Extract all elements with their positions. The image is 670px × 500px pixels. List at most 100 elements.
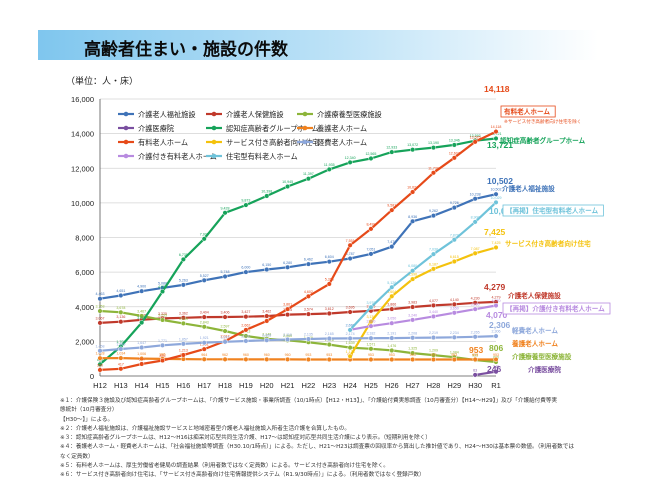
data-point-gh — [389, 149, 395, 155]
data-label-tokuyo: 10,502 — [491, 188, 502, 192]
data-point-keihi — [326, 335, 332, 342]
data-point-yogo — [389, 356, 395, 363]
legend-marker-saju — [211, 139, 217, 145]
data-label-yuryo: 14,118 — [491, 125, 502, 129]
data-point-ryoyo — [410, 350, 416, 356]
data-point-gh — [97, 361, 103, 367]
data-label-ryoyo: 3,678 — [116, 306, 125, 310]
data-label-saju: 4,604 — [387, 290, 396, 294]
x-tick-label: H21 — [281, 381, 295, 390]
legend-label-ryoyo: 介護療養型医療施設 — [317, 110, 382, 119]
data-point-tokuyo — [493, 191, 499, 197]
end-label-yuryo: 有料老人ホーム — [504, 107, 550, 116]
data-point-roken — [222, 314, 228, 320]
data-label-roken: 3,612 — [325, 307, 334, 311]
data-point-roken — [347, 309, 353, 315]
data-label-ryoyo: 2,843 — [200, 320, 209, 324]
data-label-ryoyo: 1,209 — [429, 349, 438, 353]
data-label-keihi: 2,023 — [241, 334, 250, 338]
data-point-keihi — [97, 348, 103, 354]
series-line-yogo — [99, 357, 496, 361]
data-point-yuryo_saju — [451, 310, 457, 316]
legend-label-yuryo: 有料老人ホーム — [138, 138, 188, 147]
data-label-yuryo: 694 — [139, 357, 145, 361]
data-label-ryoyo: 1,084 — [450, 351, 459, 355]
data-point-yuryo — [410, 189, 416, 195]
data-label-ryoyo: 1,571 — [366, 342, 375, 346]
footnotes: ※１：介護保険３施設及び認知症高齢者グループホームは、「介護サービス施設・事業所… — [60, 397, 630, 481]
data-label-ryoyo: 2,060 — [283, 334, 292, 338]
data-point-gh — [264, 193, 270, 199]
x-tick-label: H30 — [468, 381, 482, 390]
legend-marker-jutaku — [211, 153, 217, 159]
y-tick-label: 12,000 — [71, 164, 94, 173]
data-label-ryoyo: 3,235 — [158, 313, 167, 317]
x-tick-label: H20 — [260, 381, 274, 390]
series-line-keihi — [99, 335, 497, 352]
data-point-roken — [180, 315, 186, 321]
data-label-roken: 3,067 — [96, 316, 105, 320]
data-label-jutaku: 3,970 — [366, 301, 375, 305]
data-point-keihi — [430, 335, 437, 341]
data-point-roken — [264, 313, 270, 319]
data-label-yuryo_saju: 3,440 — [429, 310, 438, 314]
data-label-keihi: 2,219 — [429, 331, 438, 335]
x-tick-label: H15 — [156, 381, 170, 390]
data-label-iryoin: 246 — [493, 365, 499, 369]
x-axis-ticks: H12 H13 H14 H15 H16 H17 H18 H19 H20 H21 H22 H23 H24 H… — [93, 381, 501, 390]
data-point-gh — [159, 288, 166, 295]
data-label-yogo: 953 — [493, 353, 499, 357]
y-tick-label: 10,000 — [71, 199, 94, 208]
data-label-yuryo: 3,861 — [283, 303, 292, 307]
data-label-gh: 9,428 — [221, 206, 230, 210]
end-label-keihi: 軽費老人ホーム — [512, 326, 558, 335]
data-label-roken: 3,136 — [116, 315, 125, 319]
data-label-gh: 3,084 — [137, 316, 146, 320]
data-point-yuryo_saju — [389, 320, 395, 326]
data-label-yuryo_saju: 3,050 — [387, 317, 396, 321]
x-tick-label: R1 — [491, 381, 501, 390]
data-point-yuryo — [264, 318, 270, 324]
data-label-keihi: 1,458 — [96, 344, 105, 348]
data-label-gh: 10,398 — [261, 189, 272, 193]
data-point-ryoyo — [243, 333, 249, 339]
data-label-keihi: 2,110 — [283, 333, 292, 337]
data-label-gh: 10,945 — [282, 180, 293, 184]
x-tick-label: H19 — [239, 381, 253, 390]
data-label-yuryo_saju: 2,880 — [366, 320, 375, 324]
data-point-yuryo — [389, 207, 395, 213]
data-label-keihi: 1,647 — [137, 341, 146, 345]
legend-label-saju: サービス付き高齢者向け住宅 — [226, 138, 319, 147]
data-label-tokuyo: 5,088 — [158, 281, 167, 285]
data-label-jutaku: 2,660 — [346, 323, 355, 327]
end-label-gh: 認知症高齢者グループホーム — [500, 136, 586, 145]
data-label-yuryo: 8,499 — [366, 222, 375, 226]
data-point-keihi — [139, 344, 145, 351]
data-point-jutaku — [347, 327, 353, 333]
data-label-yogo: 964 — [201, 353, 207, 357]
data-point-ryoyo — [389, 347, 395, 353]
series-line-jutaku — [349, 201, 497, 331]
data-label-gh: 11,935 — [324, 163, 335, 167]
data-label-keihi: 2,182 — [366, 332, 375, 336]
data-label-yuryo: 7,551 — [346, 239, 355, 243]
data-label-roken: 3,695 — [346, 306, 355, 310]
data-label-keihi: 2,065 — [262, 334, 271, 338]
series-line-ryoyo — [99, 309, 497, 364]
data-label-ryoyo: 2,148 — [262, 332, 271, 336]
end-value-roken: 4,279 — [484, 282, 506, 292]
data-point-jutaku — [472, 219, 478, 225]
data-point-tokuyo — [139, 288, 145, 294]
data-label-yuryo: 11,739 — [428, 166, 439, 170]
data-point-gh — [201, 236, 207, 242]
data-label-iryoin: 63 — [473, 368, 477, 372]
data-point-keihi — [264, 337, 270, 343]
data-point-roken — [472, 300, 478, 306]
data-point-tokuyo — [97, 296, 103, 302]
data-label-yogo: 960 — [285, 353, 291, 357]
data-label-keihi: 1,771 — [158, 339, 167, 343]
data-point-gh — [410, 147, 416, 153]
data-point-gh — [243, 202, 249, 208]
data-label-yogo: 1,034 — [116, 352, 125, 356]
data-label-yogo: 953 — [389, 353, 395, 357]
